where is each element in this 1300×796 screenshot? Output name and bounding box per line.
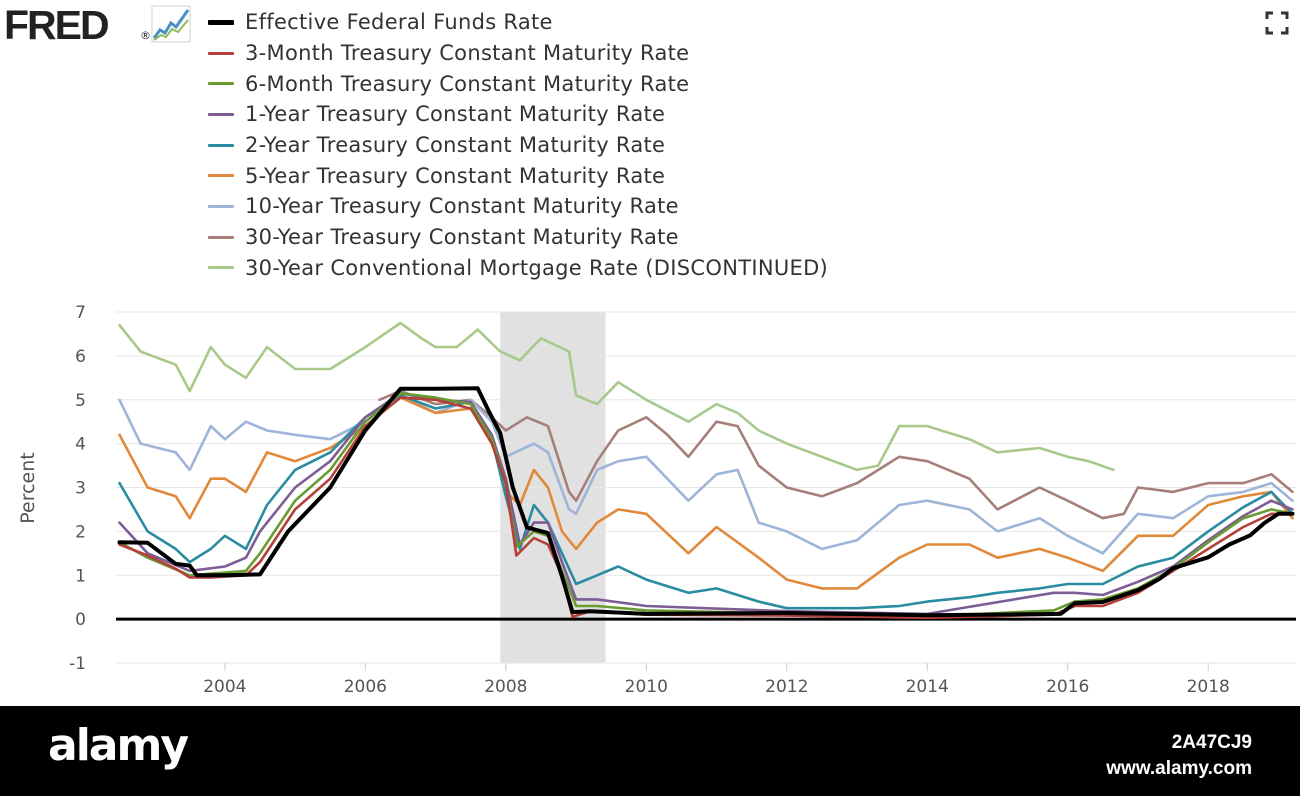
series-line [118,396,1294,620]
series-lines [117,321,1295,620]
y-tick-label: 5 [75,391,86,411]
x-tick-label: 2018 [1187,677,1230,697]
legend-item[interactable]: 5-Year Treasury Constant Maturity Rate [208,160,828,191]
legend-swatch [208,235,234,239]
chart-legend: Effective Federal Funds Rate 3-Month Trea… [208,7,828,283]
legend-item[interactable]: 30-Year Treasury Constant Maturity Rate [208,222,828,253]
series-line [378,389,1294,520]
series-line [118,396,1294,590]
x-tick-label: 2004 [203,677,246,697]
legend-label: 30-Year Conventional Mortgage Rate (DISC… [245,255,829,280]
x-axis-ticks: 2004 2006 2008 2010 2012 2014 2016 2018 [203,663,1230,697]
x-tick-label: 2010 [625,677,668,697]
legend-label: 10-Year Treasury Constant Maturity Rate [245,194,679,219]
series-line [117,386,1295,618]
series-line [118,391,1294,616]
grid-lines [116,311,1296,664]
y-tick-label: 6 [75,347,86,367]
legend-label: 2-Year Treasury Constant Maturity Rate [245,133,666,158]
legend-item[interactable]: 10-Year Treasury Constant Maturity Rate [208,191,828,222]
legend-label: 1-Year Treasury Constant Maturity Rate [245,102,666,127]
x-tick-label: 2006 [344,677,387,697]
fred-logo-text: FRED [4,2,108,46]
legend-item[interactable]: 3-Month Treasury Constant Maturity Rate [208,38,828,69]
legend-swatch [208,266,234,270]
image-id-code: 2A47CJ9 [1171,732,1252,753]
image-url: www.alamy.com [1106,758,1252,779]
legend-item[interactable]: 6-Month Treasury Constant Maturity Rate [208,68,828,99]
legend-swatch [208,19,234,25]
legend-swatch [208,82,234,86]
series-line [118,391,1294,618]
expand-icon[interactable] [1264,10,1290,36]
y-tick-label: 1 [75,566,86,586]
fred-logo: FRED ® [4,2,191,46]
image-id: 2A47CJ9 www.alamy.com [1106,730,1252,782]
series-line [118,394,1294,610]
x-tick-label: 2008 [484,677,527,697]
y-tick-label: 4 [75,435,86,455]
legend-item[interactable]: 1-Year Treasury Constant Maturity Rate [208,99,828,130]
y-tick-label: 0 [75,610,86,630]
x-tick-label: 2016 [1046,677,1089,697]
x-tick-label: 2014 [906,677,949,697]
registered-mark: ® [140,29,151,42]
series-line [118,321,1115,472]
y-tick-label: -1 [69,654,86,674]
series-line [118,394,1294,555]
legend-item[interactable]: 2-Year Treasury Constant Maturity Rate [208,130,828,161]
legend-swatch [208,204,234,208]
legend-swatch [208,51,234,55]
legend-label: 5-Year Treasury Constant Maturity Rate [245,163,666,188]
x-tick-label: 2012 [765,677,808,697]
legend-item[interactable]: Effective Federal Funds Rate [208,7,828,38]
legend-item[interactable]: 30-Year Conventional Mortgage Rate (DISC… [208,253,828,284]
watermark-footer: alamy 2A47CJ9 www.alamy.com [0,706,1300,796]
legend-label: 30-Year Treasury Constant Maturity Rate [245,225,679,250]
y-tick-label: 2 [75,522,86,542]
legend-label: 3-Month Treasury Constant Maturity Rate [245,41,690,66]
y-tick-label: 3 [75,479,86,499]
y-axis-ticks: 7 6 5 4 3 2 1 0 -1 [69,303,86,674]
legend-label: Effective Federal Funds Rate [245,10,553,35]
legend-label: 6-Month Treasury Constant Maturity Rate [245,71,690,96]
legend-swatch [208,143,234,147]
legend-swatch [208,112,234,116]
legend-swatch [208,174,234,178]
y-tick-label: 7 [75,303,86,323]
alamy-brand: alamy [48,720,189,771]
trend-line-icon [151,5,191,43]
